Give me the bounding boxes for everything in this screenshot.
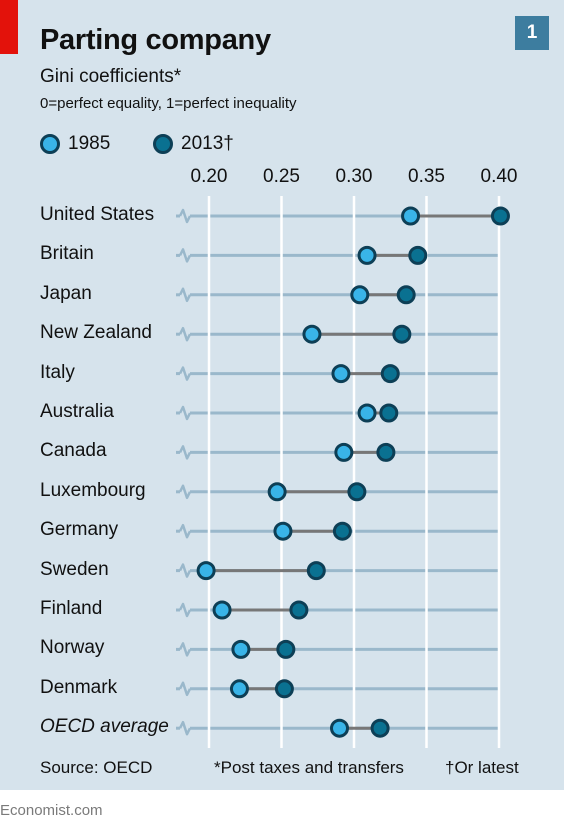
marker-1985 [229,679,249,699]
marker-2013 [379,403,399,423]
dot-plot [176,196,510,748]
axis-break-icon [178,405,192,421]
axis-break-icon [178,523,192,539]
row-label: Britain [40,243,94,265]
axis-break-icon [178,602,192,618]
x-tick-label: 0.35 [408,166,445,187]
chart-subtitle: Gini coefficients* [40,66,182,87]
row-label: Norway [40,637,105,659]
marker-2013 [274,679,294,699]
legend-marker-1985 [40,134,60,154]
marker-2013 [289,600,309,620]
legend-item-1985: 1985 [40,131,110,157]
legend-label-2013: 2013† [181,133,234,154]
axis-break-icon [178,642,192,657]
row-label: Finland [40,598,103,619]
axis-break-icon [178,484,192,500]
marker-1985 [401,206,421,226]
axis-break-icon [178,445,192,460]
x-tick-label: 0.30 [335,166,373,187]
marker-2013 [370,718,390,738]
row-label: Luxembourg [40,479,146,501]
marker-1985 [302,324,322,344]
marker-1985 [330,718,349,738]
chart-number-badge: 1 [515,16,549,50]
x-tick-label: 0.20 [190,166,228,187]
x-tick-label: 0.25 [263,166,300,187]
row-label: Australia [40,401,114,422]
axis-break-icon [178,248,192,263]
axis-break-icon [178,326,192,342]
source-note: Source: OECD [40,758,153,777]
row-label: Canada [40,440,107,462]
row-label: Italy [40,361,75,383]
marker-1985 [331,364,351,384]
legend-marker-2013 [153,134,173,154]
row-label: United States [40,204,155,225]
marker-2013 [347,482,367,502]
marker-1985 [231,639,251,659]
footnote-taxes: *Post taxes and transfers [214,758,404,777]
marker-1985 [357,245,377,265]
marker-2013 [490,206,510,226]
row-label: Sweden [40,558,109,580]
row-label: Japan [40,282,92,304]
row-label: New Zealand [40,322,152,344]
axis-break-icon [178,208,192,224]
marker-1985 [334,442,354,462]
row-label: OECD average [40,716,169,738]
marker-1985 [273,521,293,541]
chart-subtitle-scale: 0=perfect equality, 1=perfect inequality [40,95,297,112]
row-label: Denmark [40,676,118,698]
marker-2013 [408,245,428,265]
chart-title: Parting company [40,24,271,56]
legend-label-1985: 1985 [68,133,111,154]
marker-2013 [376,442,396,462]
axis-break-icon [178,681,192,697]
marker-1985 [267,482,287,502]
marker-2013 [392,324,412,344]
marker-2013 [332,521,352,541]
row-label: Germany [40,519,119,541]
marker-2013 [380,364,400,384]
footnote-latest: †Or latest [445,758,519,777]
axis-break-icon [178,563,192,578]
marker-1985 [196,561,216,581]
marker-1985 [350,285,370,305]
x-tick-label: 0.40 [480,166,518,187]
marker-2013 [276,639,296,659]
marker-2013 [306,561,326,581]
legend-item-2013: 2013† [153,131,234,157]
axis-break-icon [178,366,192,381]
axis-break-icon [178,287,192,303]
marker-1985 [357,403,377,423]
marker-1985 [212,600,232,620]
marker-2013 [396,285,416,305]
axis-break-icon [178,720,192,736]
brand-red-tag [0,0,18,54]
brand-footer: Economist.com [0,802,103,819]
